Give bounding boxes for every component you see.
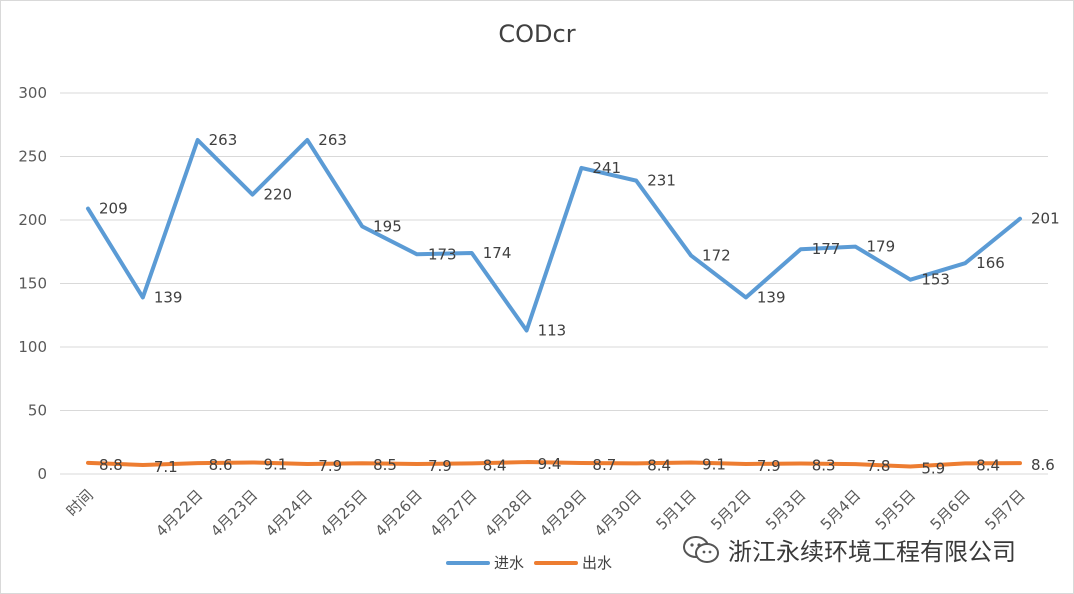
x-tick-label: 5月1日	[652, 486, 699, 533]
data-label: 220	[263, 186, 292, 204]
y-tick-label: 0	[37, 465, 47, 483]
x-tick-label: 5月4日	[817, 486, 864, 533]
data-label: 7.1	[154, 458, 178, 476]
wechat-icon	[683, 535, 719, 563]
data-label: 9.1	[263, 455, 287, 473]
x-tick-label: 5月5日	[872, 486, 919, 533]
series-line-inflow	[86, 137, 1022, 333]
data-label: 263	[209, 131, 238, 149]
data-label: 8.4	[976, 456, 1000, 474]
data-label: 173	[428, 245, 457, 263]
data-label: 8.3	[812, 456, 836, 474]
chart-title: CODcr	[498, 20, 576, 48]
data-label: 8.4	[483, 456, 507, 474]
x-tick-label: 5月2日	[707, 486, 754, 533]
x-tick-label: 4月25日	[317, 486, 371, 540]
x-tick-label: 4月30日	[591, 486, 645, 540]
data-label: 139	[154, 288, 183, 306]
data-label: 174	[483, 244, 512, 262]
x-tick-label: 5月7日	[981, 486, 1028, 533]
data-label: 8.6	[1031, 456, 1055, 474]
data-label: 8.7	[592, 456, 616, 474]
data-label: 241	[592, 159, 621, 177]
x-tick-label: 时间	[63, 486, 97, 520]
data-label: 153	[921, 271, 950, 289]
data-label: 177	[812, 240, 841, 258]
y-tick-label: 200	[18, 211, 47, 229]
data-label: 7.9	[318, 457, 342, 475]
data-label: 8.4	[647, 456, 671, 474]
data-label: 8.5	[373, 456, 397, 474]
data-label: 5.9	[921, 460, 945, 478]
data-label: 7.8	[867, 457, 891, 475]
y-tick-label: 250	[18, 148, 47, 166]
y-tick-label: 150	[18, 275, 47, 293]
x-tick-label: 4月23日	[207, 486, 261, 540]
x-tick-label: 4月27日	[426, 486, 480, 540]
data-label: 7.9	[757, 457, 781, 475]
x-tick-label: 4月22日	[152, 486, 206, 540]
data-label: 209	[99, 200, 128, 218]
data-label: 9.1	[702, 455, 726, 473]
data-label: 231	[647, 172, 676, 190]
y-tick-label: 300	[18, 84, 47, 102]
data-label: 201	[1031, 210, 1060, 228]
y-tick-label: 100	[18, 338, 47, 356]
x-tick-label: 5月6日	[927, 486, 974, 533]
data-label: 9.4	[538, 455, 562, 473]
series-line-outflow	[86, 460, 1022, 469]
x-tick-label: 4月29日	[536, 486, 590, 540]
data-label: 263	[318, 131, 347, 149]
data-label: 179	[867, 238, 896, 256]
data-label: 139	[757, 288, 786, 306]
x-tick-label: 4月28日	[481, 486, 535, 540]
legend-label-inflow: 进水	[494, 554, 525, 572]
legend-label-outflow: 出水	[582, 554, 613, 572]
y-tick-label: 50	[28, 402, 47, 420]
x-tick-label: 4月24日	[262, 486, 316, 540]
data-label: 113	[538, 321, 567, 339]
legend-swatch-outflow	[534, 560, 579, 565]
data-label: 8.8	[99, 456, 123, 474]
legend-swatch-inflow	[446, 560, 490, 565]
legend-item-outflow: 出水	[534, 552, 612, 573]
watermark: 浙江永续环境工程有限公司	[682, 532, 1016, 567]
watermark-text: 浙江永续环境工程有限公司	[728, 538, 1016, 566]
legend-item-inflow: 进水	[446, 552, 524, 573]
data-label: 7.9	[428, 457, 452, 475]
legend: 进水 出水	[446, 552, 622, 573]
data-label: 172	[702, 247, 731, 265]
data-label: 195	[373, 217, 402, 235]
x-tick-label: 4月26日	[372, 486, 426, 540]
x-tick-label: 5月3日	[762, 486, 809, 533]
data-label: 166	[976, 254, 1005, 272]
data-label: 8.6	[209, 456, 233, 474]
